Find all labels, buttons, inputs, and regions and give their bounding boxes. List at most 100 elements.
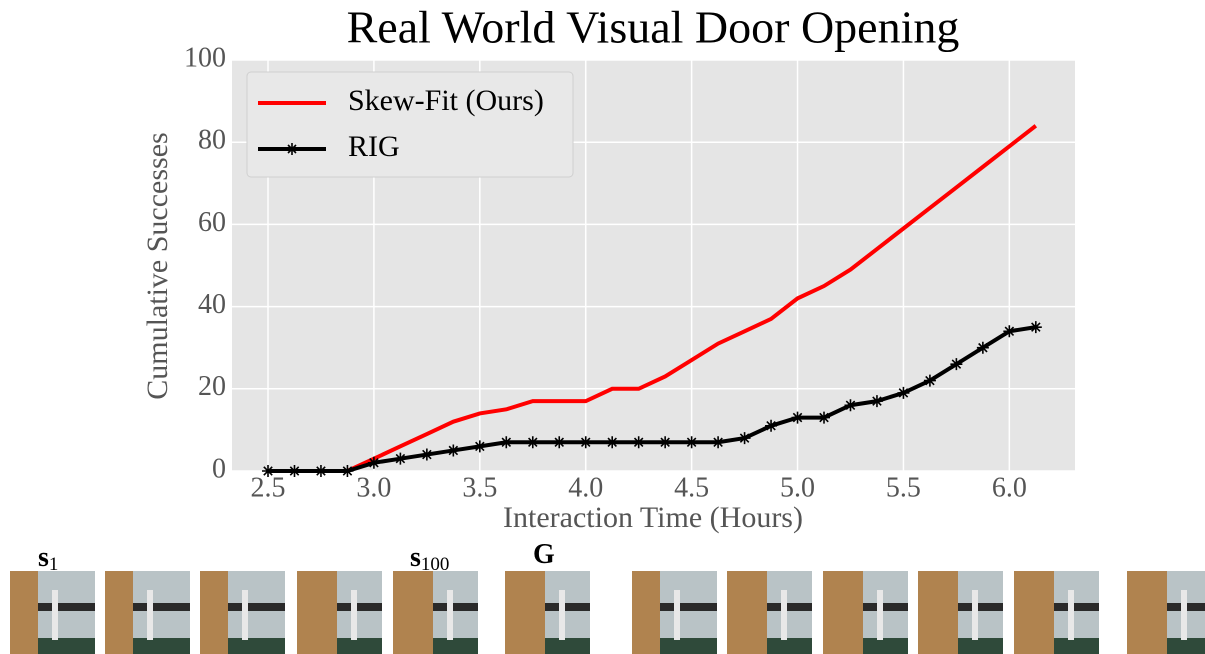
photo-door [105,571,133,654]
marker [818,411,831,424]
marker [447,444,460,457]
photo-arm [228,603,285,611]
marker [288,465,301,477]
marker [791,411,804,424]
photo-door [505,571,545,654]
photo-door [632,571,660,654]
marker [870,395,883,408]
x-tick-label: 2.5 [251,472,286,503]
photo-door [10,571,38,654]
photo-pillar [147,590,153,640]
photo-pillar [559,590,565,640]
photo-pillar [351,590,357,640]
x-tick-label: 4.0 [568,472,603,503]
photo-arm [1054,603,1099,611]
frame-label: s100 [410,542,449,575]
frame-label-base: s [410,542,421,573]
photo-arm [767,603,812,611]
marker [394,452,407,465]
y-tick-label: 0 [212,453,226,484]
photo-pillar [1068,590,1074,640]
marker [314,465,327,477]
photo-pillar [52,590,58,640]
photo-arm [958,603,1003,611]
marker [262,465,275,477]
chart-title: Real World Visual Door Opening [347,2,960,53]
y-axis-label: Cumulative Successes [141,132,174,399]
frame-label-base: G [533,539,555,570]
marker [632,436,645,449]
marker [526,436,539,449]
photo-pillar [1181,590,1187,640]
marker [553,436,566,449]
frame-label: s1 [38,542,58,575]
photo-door [200,571,228,654]
marker [1003,325,1016,338]
photo-door [297,571,337,654]
legend-box [246,71,574,178]
marker [606,436,619,449]
photo-door [823,571,863,654]
marker [738,432,751,445]
photo-door [1127,571,1167,654]
marker [685,436,698,449]
marker [712,436,725,449]
y-tick-label: 60 [198,207,226,238]
photo-pillar [447,590,453,640]
photo-door [393,571,433,654]
marker [897,386,910,399]
marker [500,436,513,449]
frames: s1 s100 G [10,539,1205,654]
photo-pillar [972,590,978,640]
series-line [268,124,1038,473]
y-tick-label: 80 [198,125,226,156]
marker [341,465,354,477]
marker [1029,321,1042,334]
marker [473,440,486,453]
x-axis-label: Interaction Time (Hours) [503,501,803,534]
photo-pillar [781,590,787,640]
marker [923,374,936,387]
photo-door [1014,571,1054,654]
legend-label: Skew-Fit (Ours) [348,84,544,117]
photo-pillar [242,590,248,640]
marker [950,358,963,371]
y-tick-label: 100 [184,42,226,73]
marker [659,436,672,449]
photo-arm [545,603,590,611]
photo-pillar [877,590,883,640]
y-tick-label: 20 [198,371,226,402]
marker [367,456,380,469]
marker [844,399,857,412]
legend: Skew-Fit (Ours) RIG [258,84,544,163]
marker [579,436,592,449]
legend-label: RIG [348,130,400,163]
photo-arm [38,603,95,611]
y-tick-label: 40 [198,289,226,320]
lines [262,124,1042,477]
photo-arm [133,603,190,611]
frame-label-sub: 1 [49,554,59,575]
marker [420,448,433,461]
x-tick-label: 6.0 [992,472,1027,503]
marker [765,419,778,432]
photo-arm [863,603,908,611]
x-tick-label: 5.0 [780,472,815,503]
frame-label: G [533,539,555,570]
x-tick-label: 3.0 [356,472,391,503]
frame-label-sub: 100 [421,554,450,575]
photo-pillar [674,590,680,640]
photo-door [727,571,767,654]
photo-arm [337,603,382,611]
frame-label-base: s [38,542,49,573]
photo-arm [433,603,478,611]
marker [976,341,989,354]
legend-marker-shape [286,143,298,155]
x-tick-label: 5.5 [886,472,921,503]
legend-marker [286,143,298,155]
x-tick-label: 4.5 [674,472,709,503]
photo-arm [660,603,717,611]
photo-door [918,571,958,654]
x-tick-label: 3.5 [462,472,497,503]
